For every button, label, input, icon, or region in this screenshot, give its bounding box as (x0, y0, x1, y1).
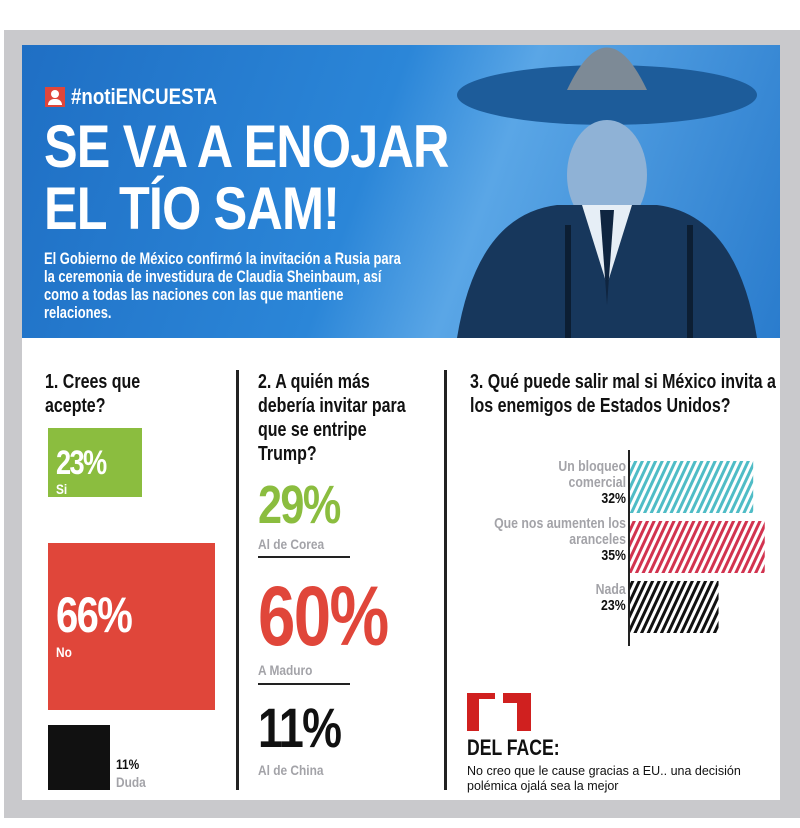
q3-label-nada: Nada 23% (596, 582, 626, 614)
q2-value-china: 11% (258, 696, 342, 759)
q3-label-aranceles: Que nos aumenten los aranceles 35% (487, 516, 626, 564)
user-icon (45, 87, 65, 107)
q1-value-no: 66% (56, 587, 133, 643)
quote-text: No creo que le cause gracias a EU.. una … (467, 764, 741, 793)
q1-value-duda: 11% (116, 756, 140, 772)
separator (258, 556, 350, 558)
q1-label-duda: Duda (116, 774, 146, 790)
q3-category: Un bloqueo comercial (558, 458, 626, 491)
q2-title: 2. A quién más debería invitar para que … (258, 371, 406, 465)
q3-pct: 32% (601, 490, 626, 507)
q1-bar-duda (48, 725, 110, 790)
q1-title: 1. Crees que acepte? (45, 371, 141, 417)
q3-bar-2 (630, 581, 719, 633)
q2-label-china: Al de China (258, 762, 324, 778)
q1-value-si: 23% (56, 444, 107, 482)
hashtag: #notiENCUESTA (45, 84, 243, 110)
q3-pct: 35% (601, 547, 626, 564)
person-image (457, 47, 757, 338)
headline-line2: EL TÍO SAM! (44, 175, 340, 242)
q1-label-no: No (56, 644, 72, 660)
q2-label-maduro: A Maduro (258, 662, 313, 678)
q3-bar-0 (630, 461, 754, 513)
divider (236, 370, 239, 790)
q2-value-corea: 29% (258, 475, 341, 535)
headline-line1: SE VA A ENOJAR (44, 113, 449, 180)
quote-title: DEL FACE: (467, 735, 560, 760)
q2-value-maduro: 60% (258, 569, 389, 663)
subtitle: El Gobierno de México confirmó la invita… (44, 249, 401, 322)
q2-label-corea: Al de Corea (258, 536, 325, 552)
quote-mark-icon (467, 693, 531, 731)
q1-label-si: Si (56, 481, 68, 497)
q3-axis (628, 450, 630, 646)
divider (444, 370, 447, 790)
q3-label-bloqueo: Un bloqueo comercial 32% (544, 459, 626, 507)
q1-bar-no (48, 543, 215, 710)
q3-category: Nada (595, 581, 626, 598)
header-banner (22, 45, 780, 338)
q3-title: 3. Qué puede salir mal si México invita … (470, 371, 776, 417)
separator (258, 683, 350, 685)
q3-pct: 23% (601, 597, 626, 614)
hashtag-text: #notiENCUESTA (71, 84, 218, 109)
headline: SE VA A ENOJAR EL TÍO SAM! (44, 116, 449, 240)
q3-bar-chart (628, 450, 765, 646)
q3-bar-1 (630, 521, 765, 573)
q3-category: Que nos aumenten los aranceles (494, 515, 626, 548)
q1-bar-si (48, 428, 142, 497)
